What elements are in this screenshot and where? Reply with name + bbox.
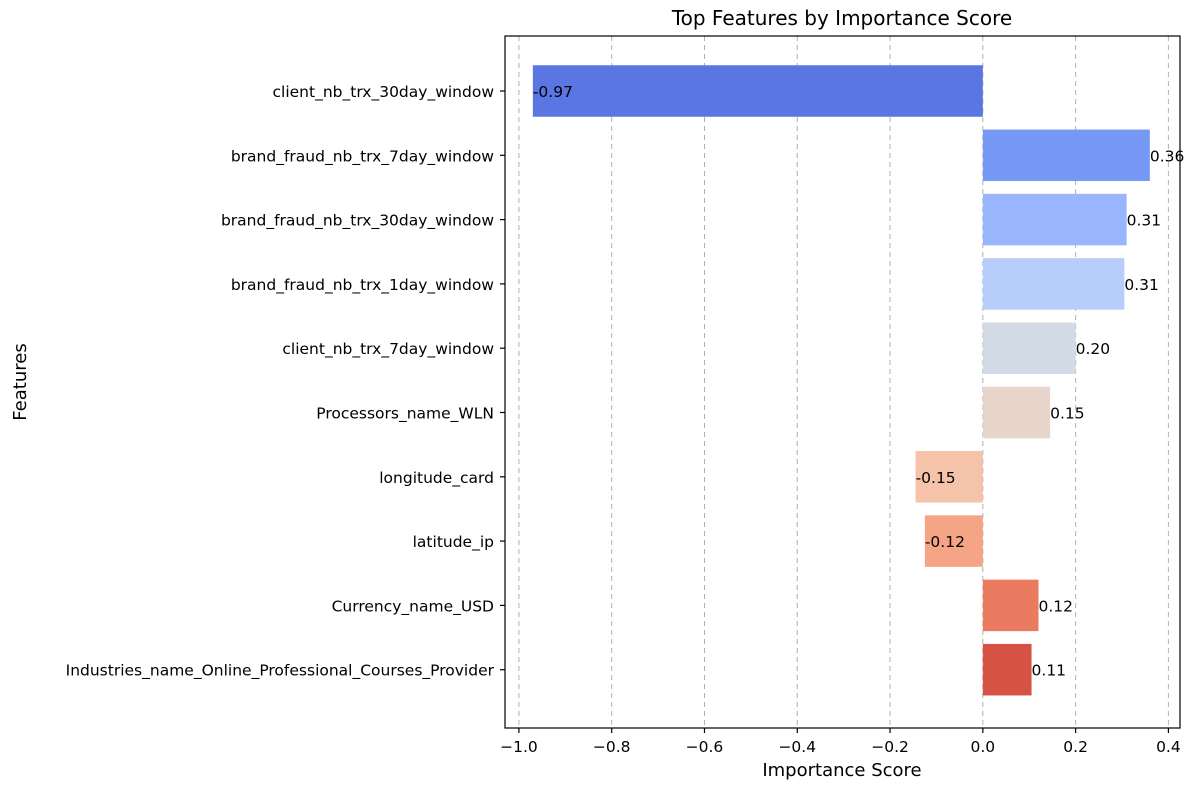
bar-value-label: 0.15 [1050,405,1085,423]
y-tick-label: brand_fraud_nb_trx_30day_window [221,212,494,231]
y-tick-label: client_nb_trx_7day_window [282,340,494,359]
x-tick-label: −0.4 [778,738,816,756]
bar-value-label: 0.31 [1124,276,1159,294]
bar [924,515,983,567]
y-tick-label: Currency_name_USD [332,597,494,616]
bar [982,579,1039,632]
y-tick-label: latitude_ip [413,533,494,552]
bar-value-label: 0.12 [1039,597,1074,615]
bar-value-label: -0.12 [925,533,965,551]
bar [982,643,1032,696]
bar [532,65,983,117]
bar-value-labels: -0.97 0.36 0.31 0.31 0.20 0.15 -0.15 -0.12 0.12 0… [533,83,1185,680]
y-axis-ticks: client_nb_trx_30day_window brand_fraud_nb… [66,83,505,681]
y-tick-label: Processors_name_WLN [316,405,494,424]
bar [982,193,1127,246]
bar-value-label: 0.36 [1150,147,1185,165]
y-tick-label: brand_fraud_nb_trx_1day_window [231,276,494,295]
bar [982,258,1125,310]
bar [982,129,1150,182]
x-tick-label: 0.0 [971,738,996,756]
x-tick-label: 0.2 [1063,738,1088,756]
x-tick-label: −0.8 [593,738,631,756]
bar [915,451,983,503]
y-tick-label: Industries_name_Online_Professional_Cour… [66,662,495,681]
x-tick-label: −1.0 [500,738,538,756]
y-axis-label: Features [10,343,31,420]
x-tick-label: −0.6 [686,738,724,756]
bar-value-label: 0.31 [1127,212,1162,230]
x-tick-label: 0.4 [1156,738,1181,756]
x-tick-label: −0.2 [871,738,909,756]
y-tick-label: brand_fraud_nb_trx_7day_window [231,147,494,166]
x-axis-ticks: −1.0 −0.8 −0.6 −0.4 −0.2 0.0 0.2 0.4 [500,728,1181,756]
bar-value-label: -0.97 [533,83,573,101]
x-axis-label: Importance Score [762,760,921,781]
bar-value-label: -0.15 [916,469,956,487]
y-tick-label: client_nb_trx_30day_window [273,83,495,102]
plot-frame [504,35,1181,729]
bars [532,65,1150,696]
bar [982,386,1051,439]
bar [982,322,1076,374]
bar-value-label: 0.20 [1076,340,1111,358]
bar-value-label: 0.11 [1032,662,1067,680]
chart-title: Top Features by Importance Score [671,6,1012,30]
y-tick-label: longitude_card [379,469,494,488]
